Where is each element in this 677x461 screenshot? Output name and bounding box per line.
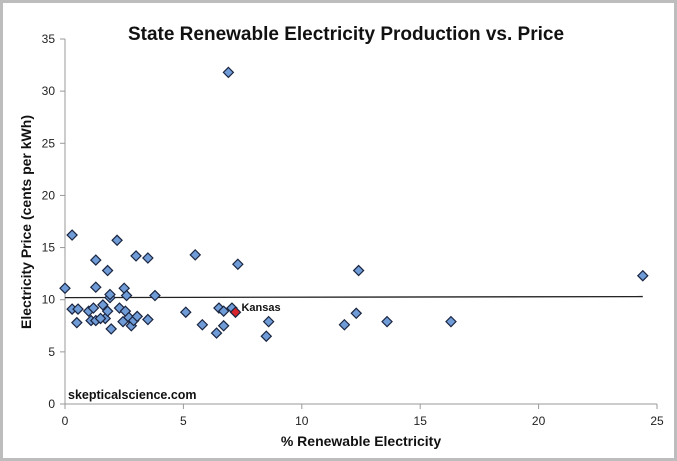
data-point xyxy=(89,281,102,294)
data-point xyxy=(189,249,202,261)
data-point xyxy=(381,315,393,328)
x-tick-label: 20 xyxy=(532,414,546,428)
data-point xyxy=(66,229,78,241)
x-tick-label: 5 xyxy=(180,414,187,428)
data-point xyxy=(142,313,154,326)
highlight-point xyxy=(229,306,242,319)
axes xyxy=(60,38,658,409)
data-point xyxy=(350,307,363,320)
data-point xyxy=(94,312,107,325)
data-point xyxy=(131,310,144,323)
data-point xyxy=(262,315,275,328)
highlight-label: Kansas xyxy=(241,302,280,314)
data-point xyxy=(105,323,118,335)
data-point xyxy=(149,289,161,302)
y-tick-label: 30 xyxy=(42,84,56,98)
data-point xyxy=(72,303,84,315)
data-point xyxy=(97,299,109,311)
data-point xyxy=(120,289,133,302)
data-point xyxy=(87,302,100,314)
data-point xyxy=(142,252,154,264)
watermark: skepticalscience.com xyxy=(68,388,197,402)
data-point xyxy=(101,305,114,318)
y-tick-label: 15 xyxy=(42,241,56,255)
tick-labels: 0 5 10 15 20 25 30 35 0 5 10 15 20 25 xyxy=(42,32,664,428)
data-point xyxy=(89,254,102,266)
data-point xyxy=(59,282,71,295)
data-point xyxy=(179,306,192,319)
data-point xyxy=(130,250,142,262)
data-point xyxy=(111,234,123,247)
data-point xyxy=(196,318,209,331)
data-point xyxy=(352,264,365,277)
y-tick-label: 0 xyxy=(48,397,55,411)
y-axis-title: Electricity Price (cents per kWh) xyxy=(18,115,34,329)
data-point xyxy=(445,315,457,328)
data-point xyxy=(260,330,273,343)
x-axis-title: % Renewable Electricity xyxy=(281,433,442,449)
data-point xyxy=(222,66,235,79)
data-point xyxy=(338,318,351,331)
y-tick-label: 35 xyxy=(42,32,56,46)
data-point xyxy=(217,319,230,332)
y-tick-label: 10 xyxy=(42,293,56,307)
trendline xyxy=(64,295,643,299)
data-point xyxy=(210,327,223,339)
y-tick-label: 20 xyxy=(42,188,56,202)
y-tick-label: 5 xyxy=(48,345,55,359)
data-points xyxy=(59,66,649,343)
x-tick-label: 10 xyxy=(295,414,309,428)
data-point xyxy=(232,258,244,271)
data-point xyxy=(636,269,649,282)
data-point xyxy=(104,288,116,301)
x-tick-label: 0 xyxy=(62,414,69,428)
data-point xyxy=(70,316,83,329)
x-tick-label: 25 xyxy=(650,414,664,428)
data-point xyxy=(101,264,114,277)
chart-title: State Renewable Electricity Production v… xyxy=(128,24,564,45)
y-tick-label: 25 xyxy=(42,136,56,150)
x-tick-label: 15 xyxy=(414,414,428,428)
data-point xyxy=(217,305,230,318)
